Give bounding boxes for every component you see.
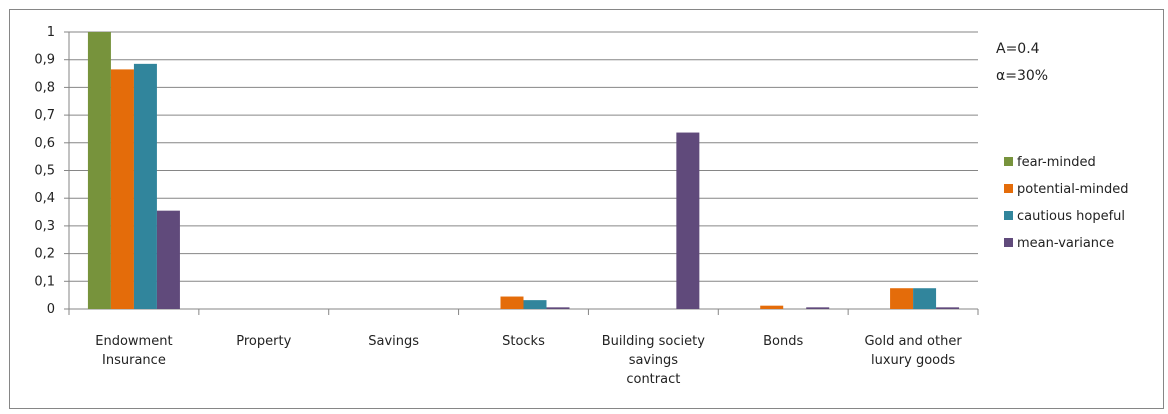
bar-cautious hopeful [133,63,157,310]
category-label: Building society savings contract [602,334,705,387]
category-labels: Endowment Insurance Property Savings Stocks B… [95,334,962,387]
bar-mean-variance [806,307,830,309]
y-tick-label: 0,5 [34,164,55,179]
bars [87,32,960,310]
bar-chart: 0 0,1 0,2 0,3 0,4 0,5 0,6 0,7 0,8 0,9 1 Endowment I… [34,25,1129,387]
legend: fear-minded potential-minded cautious hope… [1004,155,1129,251]
legend-label: cautious hopeful [1017,209,1125,224]
y-tick-label: 0,6 [34,136,55,151]
bar-fear-minded [87,32,111,309]
annotation-alpha: α=30% [996,68,1048,84]
legend-label: fear-minded [1017,155,1096,170]
category-label: Stocks [502,334,545,349]
legend-swatch [1004,184,1013,193]
category-label: Property [236,334,291,349]
y-tick-label: 0,1 [34,274,55,289]
bar-mean-variance [156,210,180,309]
bar-cautious hopeful [523,300,547,309]
bar-potential-minded [760,305,784,309]
gridlines [69,31,978,282]
axes: 0 0,1 0,2 0,3 0,4 0,5 0,6 0,7 0,8 0,9 1 [34,25,979,317]
y-tick-label: 0,7 [34,108,55,123]
category-label: Savings [368,334,419,349]
y-tick-label: 0,4 [34,191,55,206]
y-tick-label: 0,2 [34,247,55,262]
bar-mean-variance [936,307,960,309]
category-label: Endowment Insurance [95,334,172,368]
bar-potential-minded [500,296,524,309]
category-label: Bonds [763,334,803,349]
legend-label: mean-variance [1017,236,1114,251]
category-label: Gold and other luxury goods [864,334,962,368]
chart-frame: 0 0,1 0,2 0,3 0,4 0,5 0,6 0,7 0,8 0,9 1 Endowment I… [9,9,1164,409]
y-tick-label: 0 [47,302,55,317]
y-tick-label: 0,9 [34,53,55,68]
annotations: A=0.4 α=30% [996,41,1048,84]
legend-swatch [1004,211,1013,220]
bar-potential-minded [110,69,134,309]
y-tick-label: 0,3 [34,219,55,234]
legend-label: potential-minded [1017,182,1129,197]
bar-mean-variance [546,307,570,309]
bar-potential-minded [890,288,914,309]
bar-mean-variance [676,132,700,309]
y-tick-label: 0,8 [34,80,55,95]
annotation-a: A=0.4 [996,41,1040,57]
bar-cautious hopeful [913,288,937,309]
legend-swatch [1004,238,1013,247]
y-tick-label: 1 [47,25,55,40]
legend-swatch [1004,157,1013,166]
